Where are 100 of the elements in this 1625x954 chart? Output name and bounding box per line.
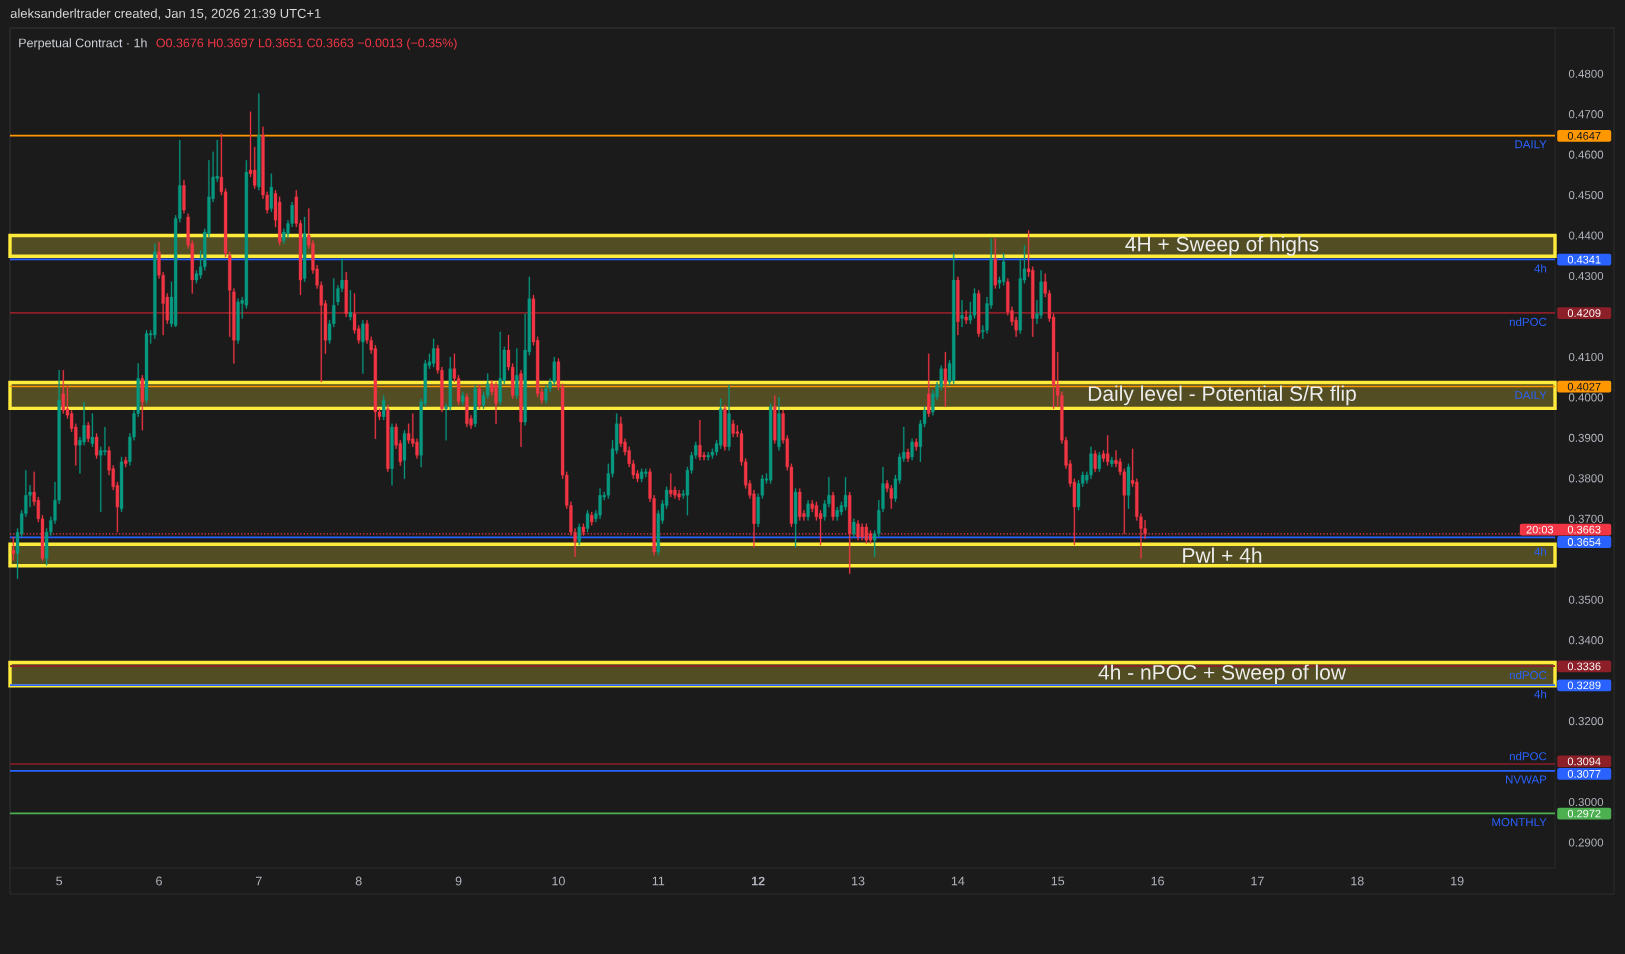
x-tick-label: 13 (852, 876, 865, 886)
y-tick-label: 0.4800 (1568, 69, 1604, 78)
text: Perpetual Contract · 1h (19, 38, 147, 50)
candlestick (236, 298, 240, 344)
y-tick-label: 0.3400 (1568, 636, 1604, 645)
candlestick (943, 351, 948, 407)
ref-line-label: 0.2972 (1567, 809, 1601, 818)
candlestick (431, 338, 436, 368)
candlestick (777, 396, 781, 451)
x-tick-label: 7 (256, 876, 262, 886)
annotation: ndPOC (1509, 751, 1547, 761)
y-tick-label: 0.4600 (1568, 150, 1604, 159)
candlestick (590, 511, 594, 526)
candlestick (465, 393, 469, 428)
ref-line-label: 0.3094 (1567, 757, 1601, 766)
candlestick (119, 456, 124, 513)
candlestick (1001, 253, 1006, 286)
y-tick-label: 0.4500 (1568, 191, 1604, 200)
candlestick (793, 488, 798, 548)
x-tick-label: 12 (751, 876, 765, 886)
candlestick (852, 518, 856, 538)
annotation: 20:03 (1526, 525, 1554, 534)
candlestick (927, 353, 931, 417)
candlestick (956, 276, 960, 336)
ref-line-label: 0.3336 (1567, 662, 1601, 671)
x-tick-label: 8 (355, 876, 362, 886)
annotation: 4h (1534, 264, 1547, 273)
y-tick-label: 0.2900 (1568, 838, 1604, 847)
candlestick (977, 290, 981, 337)
y-tick-label: 0.4000 (1568, 393, 1604, 402)
candlestick (498, 331, 502, 406)
candlestick (906, 448, 910, 462)
candlestick (914, 438, 918, 451)
ref-line-label: 0.4341 (1567, 255, 1601, 264)
candlestick (344, 271, 348, 318)
candlestick (798, 488, 802, 521)
x-tick-label: 9 (455, 876, 462, 886)
candlestick (669, 473, 673, 498)
ref-line-label: 0.3289 (1567, 681, 1601, 690)
candlestick (11, 536, 16, 561)
ref-line-label: 0.4647 (1567, 131, 1601, 140)
band-label: 4H + Sweep of highs (1125, 236, 1319, 256)
candlestick (477, 385, 482, 409)
candlestick (1110, 456, 1114, 468)
candlestick (727, 385, 731, 451)
x-tick-label: 17 (1251, 876, 1264, 886)
band-label: Daily level - Potential S/R flip (1088, 385, 1356, 406)
candlestick (806, 500, 810, 521)
candlestick (1093, 450, 1097, 473)
x-tick-label: 14 (951, 876, 965, 886)
candlestick (964, 310, 968, 324)
annotation: ndPOC (1509, 317, 1547, 326)
candlestick (860, 523, 864, 541)
annotation: DAILY (1515, 391, 1547, 400)
y-tick-label: 0.4100 (1568, 352, 1604, 362)
candlestick (677, 489, 681, 501)
candlestick (124, 456, 128, 468)
candlestick (144, 330, 149, 404)
annotation: 4h (1534, 547, 1547, 556)
candlestick (639, 468, 644, 483)
candlestick (473, 385, 477, 428)
candlestick (773, 395, 777, 444)
candlestick (402, 430, 407, 479)
y-tick-label: 0.3800 (1568, 474, 1604, 483)
candlestick (382, 395, 386, 421)
candlestick (848, 491, 852, 574)
candlestick (182, 179, 186, 214)
ref-line-label: 0.4027 (1567, 382, 1601, 391)
band-label: 4h - nPOC + Sweep of low (1098, 664, 1347, 684)
candlestick (348, 290, 353, 321)
x-tick-label: 10 (552, 876, 565, 886)
ref-line-label: 0.3077 (1567, 769, 1601, 778)
candlestick (768, 403, 773, 484)
text: O0.3676 H0.3697 L0.3651 C0.3663 −0.0013 (−0.35%) (156, 38, 457, 50)
candlestick (461, 391, 465, 406)
x-tick-label: 15 (1051, 876, 1065, 886)
ref-line-label: 0.3663 (1567, 525, 1601, 534)
candlestick (1126, 463, 1131, 509)
ref-line-label: 0.3654 (1567, 538, 1601, 546)
x-tick-label: 18 (1351, 876, 1364, 886)
y-tick-label: 0.4300 (1568, 271, 1604, 281)
candlestick (910, 438, 914, 461)
candlestick (831, 491, 835, 521)
candlestick (519, 370, 523, 447)
candlestick (723, 404, 727, 451)
text: aleksanderltrader created, Jan 15, 2026 21:39 UTC+1 (10, 8, 321, 20)
candlestick (515, 348, 519, 399)
candlestick (269, 173, 273, 212)
candlestick (856, 520, 860, 541)
candlestick (585, 510, 590, 533)
candlestick (140, 375, 144, 431)
x-tick-label: 6 (156, 876, 162, 886)
ref-line-label: 0.4209 (1567, 309, 1601, 317)
candlestick (94, 433, 99, 459)
y-tick-label: 0.3700 (1568, 514, 1604, 523)
y-tick-label: 0.3500 (1568, 595, 1604, 604)
candlestick (386, 404, 390, 473)
band-label: Pwl + 4h (1183, 547, 1262, 563)
candlestick (960, 300, 964, 328)
candlestick (494, 381, 498, 424)
